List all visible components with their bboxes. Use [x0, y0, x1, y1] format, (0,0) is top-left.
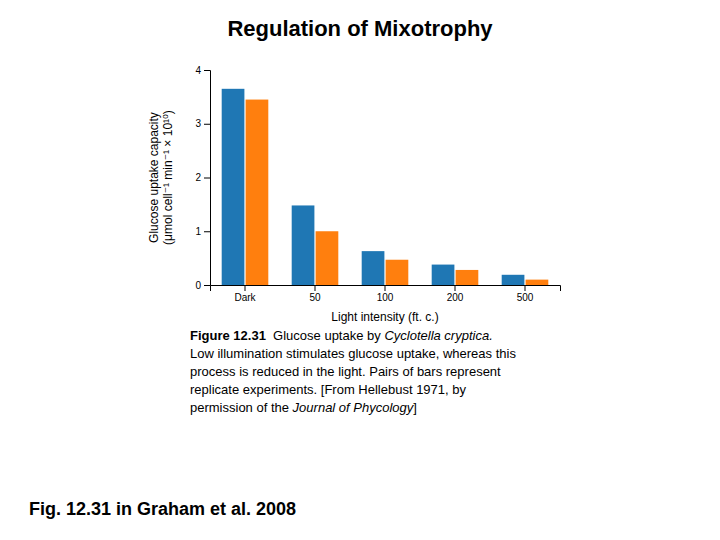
tick-mark [204, 178, 210, 179]
tick-label: 4 [195, 65, 201, 76]
tick: 200 [447, 285, 464, 303]
caption-text: replicate experiments. [From Hellebust 1… [190, 382, 467, 397]
bar [456, 270, 479, 285]
bar [246, 100, 269, 285]
bar [432, 265, 455, 285]
bar [386, 260, 409, 285]
tick: 0 [195, 280, 210, 291]
tick: 100 [377, 285, 394, 303]
caption-text: Figure 12.31 [190, 328, 266, 343]
tick-label: 500 [517, 292, 534, 303]
tick-label: 3 [195, 118, 201, 129]
bar [502, 275, 525, 285]
caption-line: process is reduced in the light. Pairs o… [190, 364, 501, 379]
caption-text: permission of the [190, 400, 293, 415]
footer: Fig. 12.31 in Graham et al. 2008 [29, 499, 296, 519]
tick-mark [245, 285, 246, 291]
bar [362, 251, 385, 285]
caption-text: ] [413, 400, 417, 415]
tick-label: 2 [195, 172, 201, 183]
bar [292, 205, 315, 285]
tick-label: 100 [377, 292, 394, 303]
caption-line: Figure 12.31 Glucose uptake by Cyclotell… [190, 328, 493, 343]
caption-line: replicate experiments. [From Hellebust 1… [190, 382, 467, 397]
tick-mark [204, 285, 210, 286]
tick-label: 200 [447, 292, 464, 303]
tick-mark [204, 124, 210, 125]
bar-series [246, 100, 549, 285]
bar [316, 231, 339, 285]
x-axis: Dark 50 100 200 500 [211, 285, 561, 303]
y-axis-title-line: Glucose uptake capacity [147, 112, 161, 243]
tick: 50 [309, 285, 321, 303]
chart: Regulation of Mixotrophy 0 1 2 3 4 Dark 50 100 20… [0, 0, 720, 540]
caption-text: Low illumination stimulates glucose upta… [190, 346, 516, 361]
axis-line [204, 71, 211, 286]
bar [526, 280, 549, 285]
caption-text: process is reduced in the light. Pairs o… [190, 364, 501, 379]
bar-series [222, 89, 525, 285]
tick-mark [204, 70, 210, 71]
tick: 3 [195, 118, 210, 129]
tick: 4 [195, 65, 210, 76]
y-axis-title-line: (μmol cell⁻¹ min⁻¹ × 10¹⁰) [161, 110, 175, 245]
y-axis: 0 1 2 3 4 [195, 65, 210, 291]
tick: Dark [234, 285, 256, 303]
tick-label: 0 [195, 280, 201, 291]
tick: 1 [195, 226, 210, 237]
caption-text: Journal of Phycology [292, 400, 415, 415]
title: Regulation of Mixotrophy [227, 16, 493, 41]
x-axis-title: Light intensity (ft. c.) [331, 310, 438, 324]
tick-mark [525, 285, 526, 291]
tick: 2 [195, 172, 210, 183]
tick-mark [455, 285, 456, 291]
y-axis-title: Glucose uptake capacity(μmol cell⁻¹ min⁻… [147, 110, 175, 245]
tick-mark [315, 285, 316, 291]
tick-label: Dark [234, 292, 256, 303]
caption-text: Cyclotella cryptica. [384, 328, 492, 343]
axis-line [211, 286, 561, 292]
tick-mark [385, 285, 386, 291]
plot-area [222, 89, 549, 285]
tick-label: 50 [309, 292, 321, 303]
tick-mark [204, 231, 210, 232]
tick: 500 [517, 285, 534, 303]
caption-line: permission of the Journal of Phycology] [190, 400, 417, 415]
tick-label: 1 [195, 226, 201, 237]
caption-line: Low illumination stimulates glucose upta… [190, 346, 516, 361]
bar [222, 89, 245, 285]
caption-text: Glucose uptake by [266, 328, 385, 343]
